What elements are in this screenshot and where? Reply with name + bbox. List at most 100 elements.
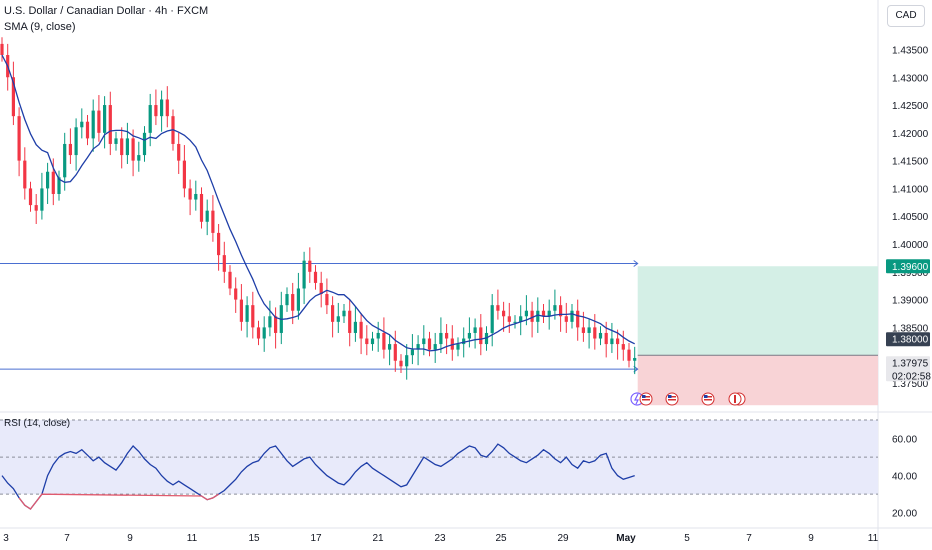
candle [388, 335, 392, 366]
us-flag-icon[interactable] [701, 392, 715, 406]
candle-body [74, 127, 78, 156]
candle-body [325, 294, 329, 306]
candle-body [182, 160, 186, 189]
candle [445, 324, 449, 355]
price-tick-label: 1.37500 [892, 379, 929, 390]
candle [627, 342, 631, 368]
candle-body [97, 110, 101, 133]
time-tick-label: May [616, 533, 636, 544]
sma-9-line [1, 54, 635, 352]
time-tick-label: 5 [684, 533, 690, 544]
candle-body [536, 310, 540, 322]
candle-body [576, 310, 580, 328]
candle-body [57, 177, 61, 194]
time-tick-label: 7 [64, 533, 70, 544]
rsi-tick-label: 40.00 [892, 472, 917, 483]
candle-body [120, 138, 124, 156]
candle [199, 187, 204, 229]
price-tick-label: 1.39000 [892, 296, 929, 307]
candle [222, 241, 226, 283]
price-tag-label: 1.39600 [892, 262, 929, 273]
candle [245, 296, 249, 338]
candle-body [160, 99, 164, 117]
time-axis[interactable]: 3 7 9 11 15 17 21 23 25 29 May 5 7 9 11 [3, 533, 878, 544]
candle-body [353, 321, 357, 333]
candle [251, 291, 255, 339]
canada-flag-icon[interactable] [728, 392, 746, 406]
candle-body [85, 121, 90, 139]
rsi-axis: 60.00 40.00 20.00 [892, 435, 917, 520]
candle [40, 172, 44, 220]
candle-body [422, 338, 426, 345]
candle-body [51, 171, 55, 194]
candle [348, 299, 352, 347]
candle-body [462, 338, 466, 345]
candle [274, 307, 278, 349]
candle-body [621, 344, 625, 350]
candle [439, 317, 443, 353]
candle [313, 265, 318, 290]
candle [331, 296, 335, 338]
flag-stripe [704, 399, 712, 401]
flag-stripe [668, 396, 676, 398]
candle-body [205, 210, 209, 222]
candle-body [217, 232, 221, 256]
price-axis[interactable]: 1.43500 1.43000 1.42500 1.42000 1.41500 1.410… [886, 45, 931, 390]
price-tag-bg [886, 369, 930, 382]
time-tick-label: 11 [868, 533, 879, 544]
candle-body [427, 338, 432, 350]
candle [450, 325, 454, 361]
candle [177, 132, 181, 174]
candle-body [445, 332, 449, 339]
candle [616, 329, 620, 360]
candle [108, 91, 112, 156]
price-tag: 02:02:58 [886, 369, 931, 383]
candle-body [610, 338, 614, 345]
candle-body [593, 327, 597, 339]
price-tag-label: 02:02:58 [892, 372, 931, 383]
candle [194, 180, 198, 211]
price-tick-label: 1.43500 [892, 45, 929, 56]
price-tick-label: 1.40000 [892, 240, 929, 251]
lightning-bolt [634, 393, 639, 405]
currency-button[interactable]: CAD [887, 5, 925, 27]
candle [142, 126, 147, 162]
price-tick-label: 1.41500 [892, 157, 929, 168]
rsi-tick-label: 60.00 [892, 435, 917, 446]
candle-body [63, 143, 67, 178]
candle [325, 278, 329, 315]
candle-body [570, 310, 574, 322]
time-tick-label: 25 [495, 533, 507, 544]
candle-body [262, 327, 266, 339]
event-icons[interactable] [630, 392, 746, 406]
candle [217, 224, 221, 271]
candle-body [28, 188, 33, 206]
us-flag-icon[interactable] [665, 392, 679, 406]
maple-leaf [734, 395, 736, 403]
candle [114, 131, 118, 151]
candle [205, 199, 209, 236]
candle-body [80, 121, 84, 128]
candle [342, 304, 346, 323]
candle-body [433, 344, 437, 350]
candle [496, 289, 500, 320]
candle [365, 325, 369, 356]
candle-body [91, 110, 95, 139]
sma-indicator-label[interactable]: SMA (9, close) [4, 21, 76, 33]
rsi-indicator-label[interactable]: RSI (14, close) [4, 418, 71, 429]
candle-body [479, 327, 483, 345]
candle [502, 301, 506, 332]
lightning-icon[interactable] [630, 392, 644, 406]
candle [576, 299, 580, 341]
us-flag-icon[interactable] [639, 392, 653, 406]
candle [433, 332, 437, 363]
long-position-tool[interactable] [637, 266, 878, 406]
candle-body [296, 288, 300, 311]
time-tick-label: 15 [248, 533, 260, 544]
candle-body [154, 105, 158, 117]
candle [530, 301, 534, 338]
price-tick-label: 1.43000 [892, 73, 929, 84]
candle [296, 272, 300, 320]
candle [120, 127, 124, 169]
